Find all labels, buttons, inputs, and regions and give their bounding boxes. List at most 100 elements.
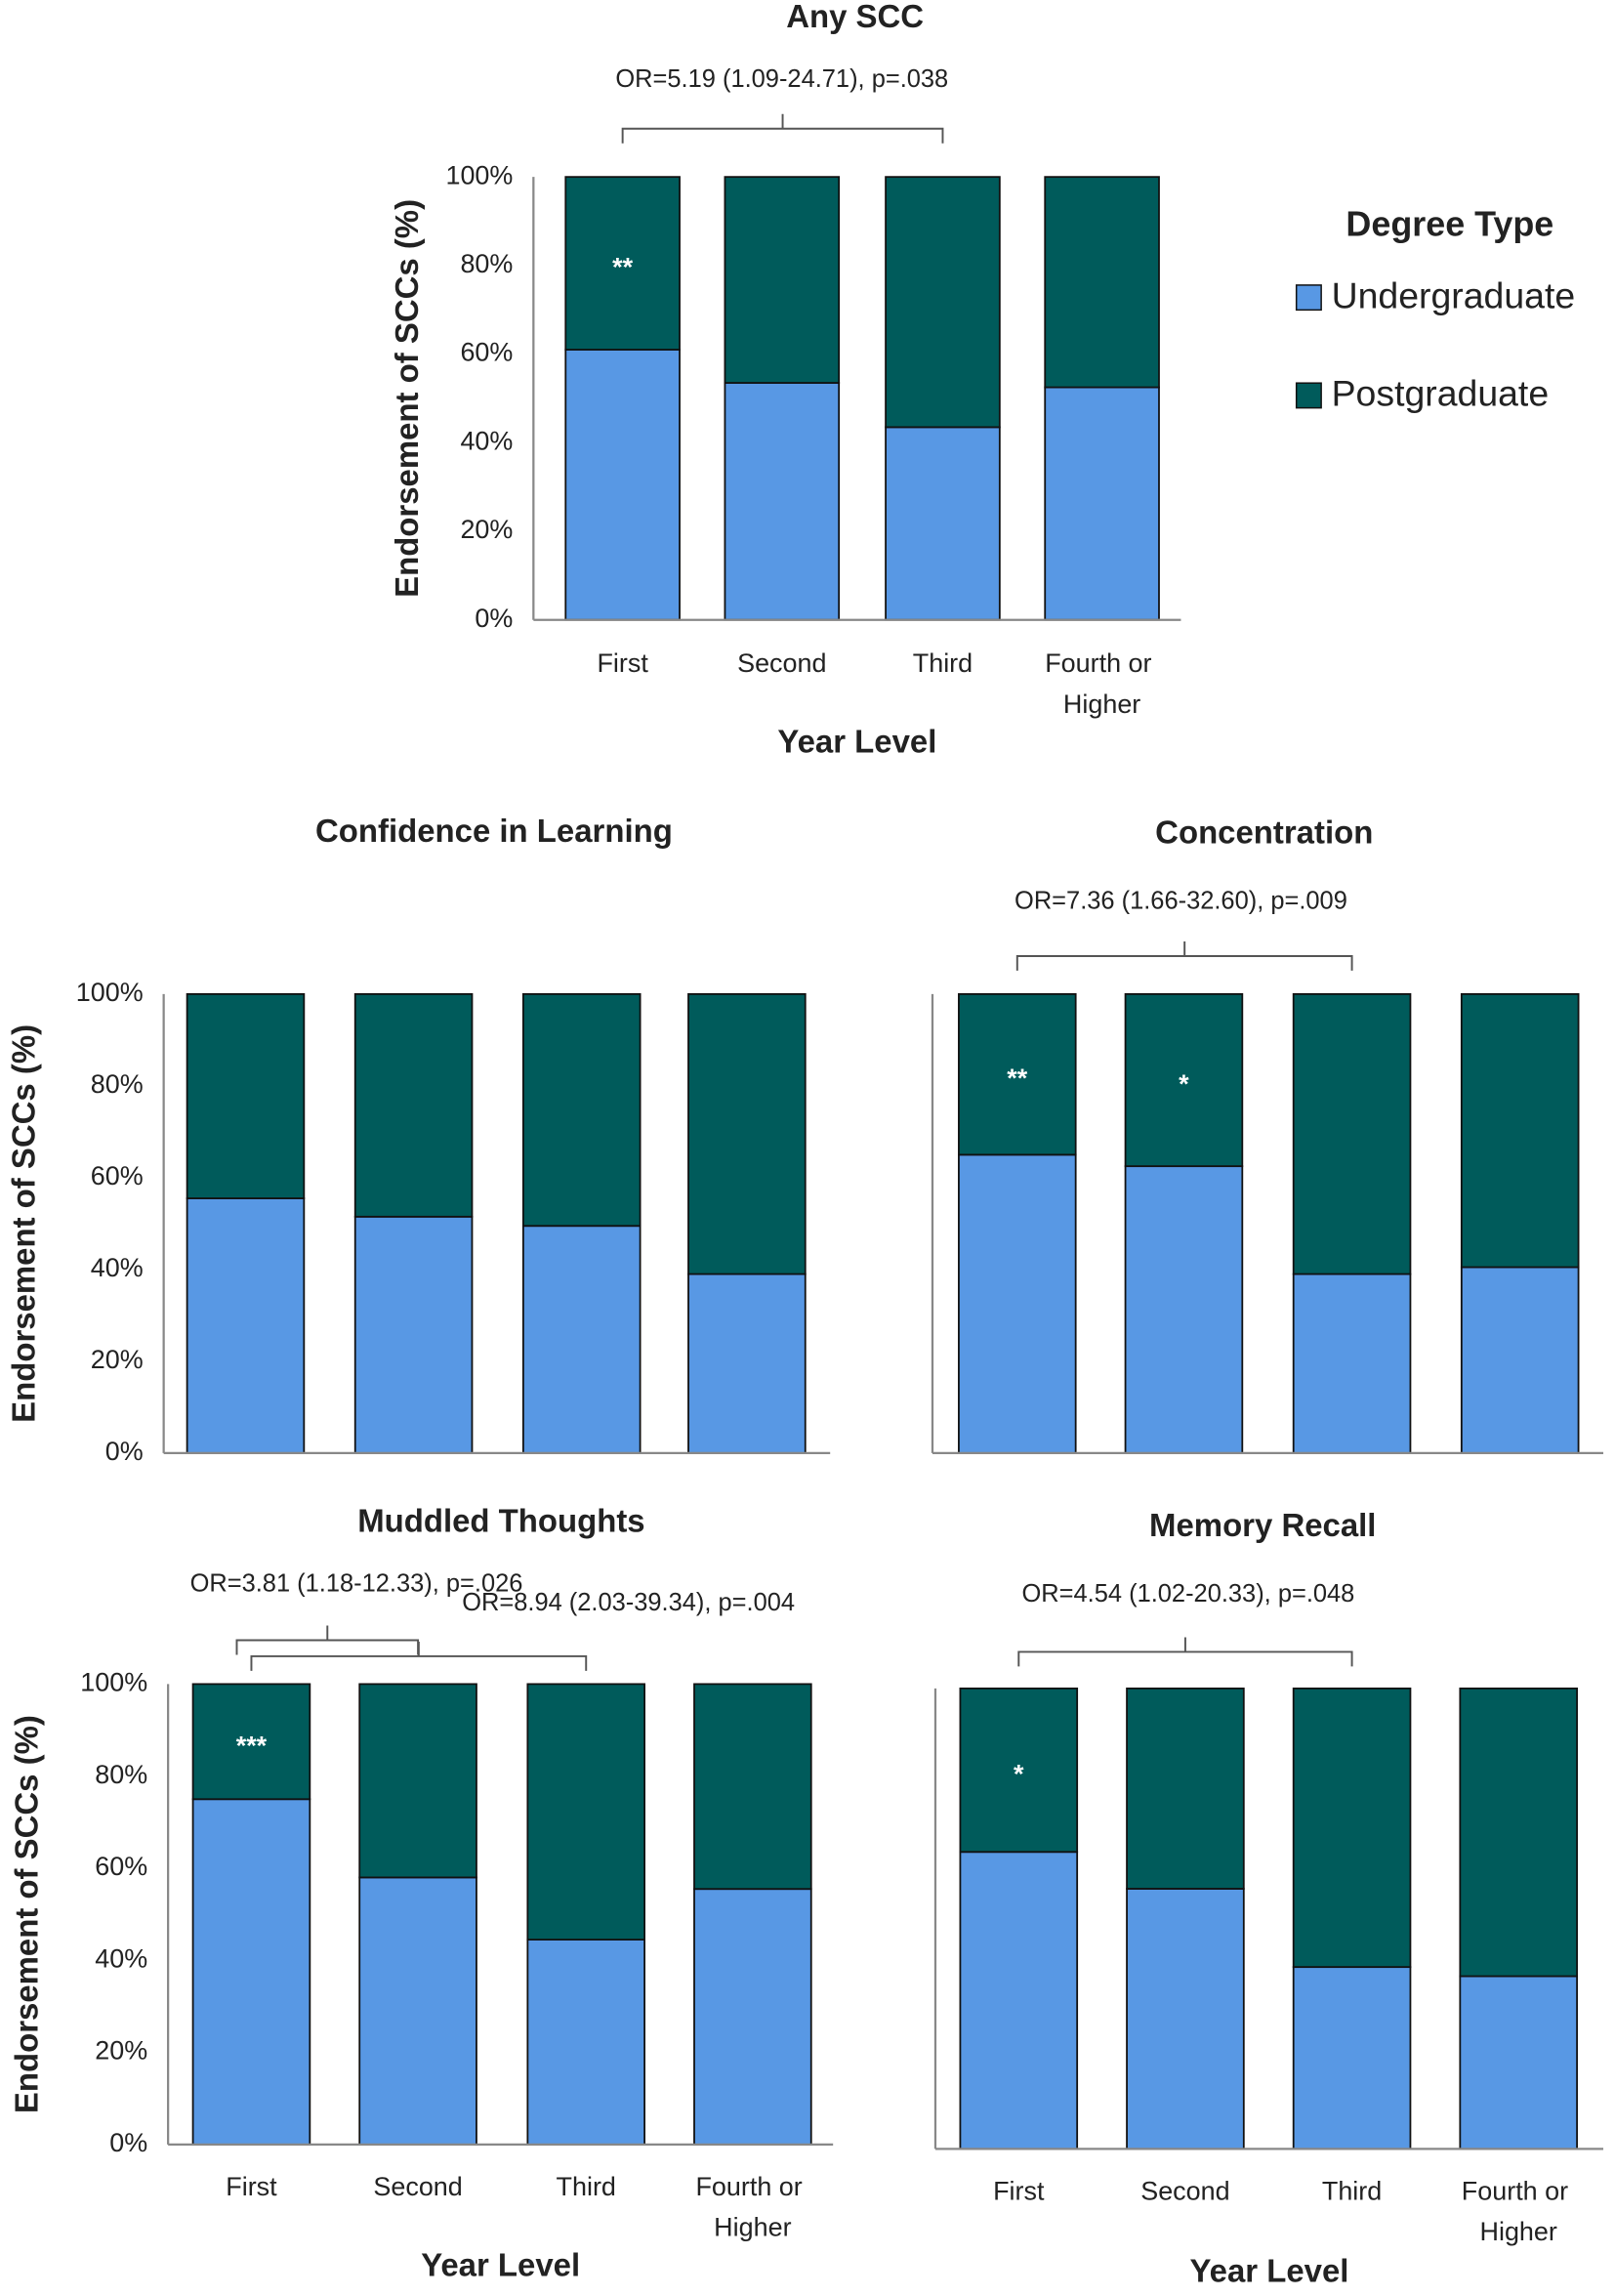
bar-segment [724, 176, 841, 384]
significance-star: ** [612, 253, 633, 282]
bar-segment [693, 1888, 812, 2146]
y-tick-label: 0% [109, 2128, 147, 2157]
bar-segment [1126, 1687, 1245, 1890]
bar-segment [1124, 992, 1244, 1168]
bar-segment [191, 1798, 311, 2146]
significance-star: * [1014, 1760, 1024, 1789]
y-tick-label: 60% [460, 338, 513, 367]
bar-segment [1292, 992, 1412, 1275]
x-tick-label: Fourth or Higher [695, 2172, 809, 2242]
significance-bracket [250, 1641, 588, 1671]
y-tick-label: 40% [95, 1943, 147, 1973]
legend-label: Postgraduate [1332, 373, 1550, 414]
bar-segment [186, 1197, 306, 1454]
bracket-label: OR=7.36 (1.66-32.60), p=.009 [1015, 887, 1347, 914]
bar-segment [1460, 1266, 1580, 1454]
significance-star: * [1179, 1069, 1189, 1099]
bar-segment [1292, 1273, 1412, 1454]
y-axis-label: Endorsement of SCCs (%) [6, 1024, 42, 1423]
x-tick-label: Fourth or Higher [1462, 2176, 1576, 2246]
x-tick-label: Third [557, 2172, 616, 2201]
bar-segment [959, 1687, 1079, 1854]
x-tick-label: Third [1322, 2176, 1382, 2205]
x-tick-label-line: Higher [714, 2213, 791, 2242]
bar-segment [958, 1153, 1077, 1454]
bar-segment [959, 1851, 1079, 2150]
legend-swatch [1295, 382, 1322, 409]
bar-segment [687, 1273, 807, 1454]
x-axis-label: Year Level [1190, 2252, 1349, 2288]
bracket-label: OR=8.94 (2.03-39.34), p=.004 [462, 1589, 795, 1616]
legend-label: Undergraduate [1332, 274, 1576, 315]
y-tick-label: 20% [460, 515, 513, 544]
y-tick-label: 100% [445, 160, 513, 189]
chart: Confidence in Learning Endorsement of SCC… [6, 813, 831, 1466]
bar-segment [958, 992, 1077, 1156]
chart-title: Concentration [1155, 814, 1373, 850]
chart: Muddled Thoughts Endorsement of SCCs (%) Y… [9, 1502, 834, 2282]
legend-swatch [1295, 284, 1322, 312]
chart-title: Muddled Thoughts [357, 1502, 644, 1538]
x-tick-label-line: Fourth or [695, 2172, 809, 2201]
significance-bracket [235, 1625, 420, 1655]
y-tick-label: 40% [91, 1253, 144, 1282]
y-tick-label: 100% [76, 978, 144, 1007]
x-tick-label-line: Higher [1480, 2217, 1557, 2246]
bar-segment [1292, 1966, 1412, 2150]
y-tick-label: 40% [460, 426, 513, 455]
significance-bracket [1015, 940, 1353, 971]
bar-segment [358, 1876, 477, 2146]
bar-segment [687, 992, 807, 1275]
bar-segment [521, 1225, 642, 1454]
x-axis-label: Year Level [777, 724, 936, 760]
significance-star: *** [236, 1731, 268, 1760]
significance-bracket [621, 113, 944, 144]
y-tick-label: 60% [95, 1852, 147, 1881]
legend-title: Degree Type [1346, 204, 1553, 244]
bar-segment [521, 992, 642, 1228]
y-tick-label: 0% [105, 1437, 144, 1466]
y-axis-label: Endorsement of SCCs (%) [9, 1715, 45, 2113]
bracket-label: OR=5.19 (1.09-24.71), p=.038 [615, 65, 948, 93]
x-tick-label: First [226, 2172, 277, 2201]
bar-segment [186, 992, 306, 1199]
chart-title: Confidence in Learning [315, 813, 673, 849]
y-tick-label: 80% [91, 1069, 144, 1099]
bar-segment [693, 1683, 812, 1891]
x-tick-label: Second [1140, 2176, 1229, 2205]
bar-segment [885, 426, 1001, 621]
y-tick-label: 20% [95, 2036, 147, 2066]
bracket-label: OR=4.54 (1.02-20.33), p=.048 [1022, 1580, 1355, 1607]
bar-segment [564, 176, 681, 351]
chart: Concentration** *OR=7.36 (1.66-32.60), p=… [931, 814, 1604, 1455]
bar-segment [564, 349, 681, 621]
bar-segment [191, 1683, 311, 1801]
x-tick-label: Third [913, 648, 973, 678]
bar-segment [353, 1215, 474, 1454]
bar-segment [885, 176, 1001, 429]
bar-segment [1044, 386, 1160, 621]
x-tick-label: Second [373, 2172, 462, 2201]
significance-bracket [1017, 1637, 1353, 1667]
bar-segment [526, 1683, 646, 1941]
x-tick-label-line: Higher [1063, 689, 1140, 719]
y-tick-label: 80% [95, 1760, 147, 1789]
bar-segment [1459, 1975, 1578, 2150]
y-axis-label: Endorsement of SCCs (%) [389, 199, 425, 598]
y-tick-label: 0% [475, 604, 513, 633]
chart-title: Memory Recall [1149, 1507, 1376, 1543]
bar-segment [353, 992, 474, 1218]
y-tick-label: 100% [80, 1667, 147, 1696]
bar-segment [526, 1939, 646, 2146]
y-tick-label: 60% [91, 1161, 144, 1190]
bar-segment [1460, 992, 1580, 1269]
bar-segment [1126, 1888, 1245, 2150]
x-tick-label-line: Fourth or [1045, 648, 1159, 678]
bar-segment [1124, 1165, 1244, 1454]
x-tick-label: First [597, 648, 648, 678]
x-tick-label-line: Fourth or [1462, 2176, 1576, 2205]
chart-title: Any SCC [786, 0, 924, 34]
bracket-label: OR=3.81 (1.18-12.33), p=.026 [190, 1569, 523, 1597]
